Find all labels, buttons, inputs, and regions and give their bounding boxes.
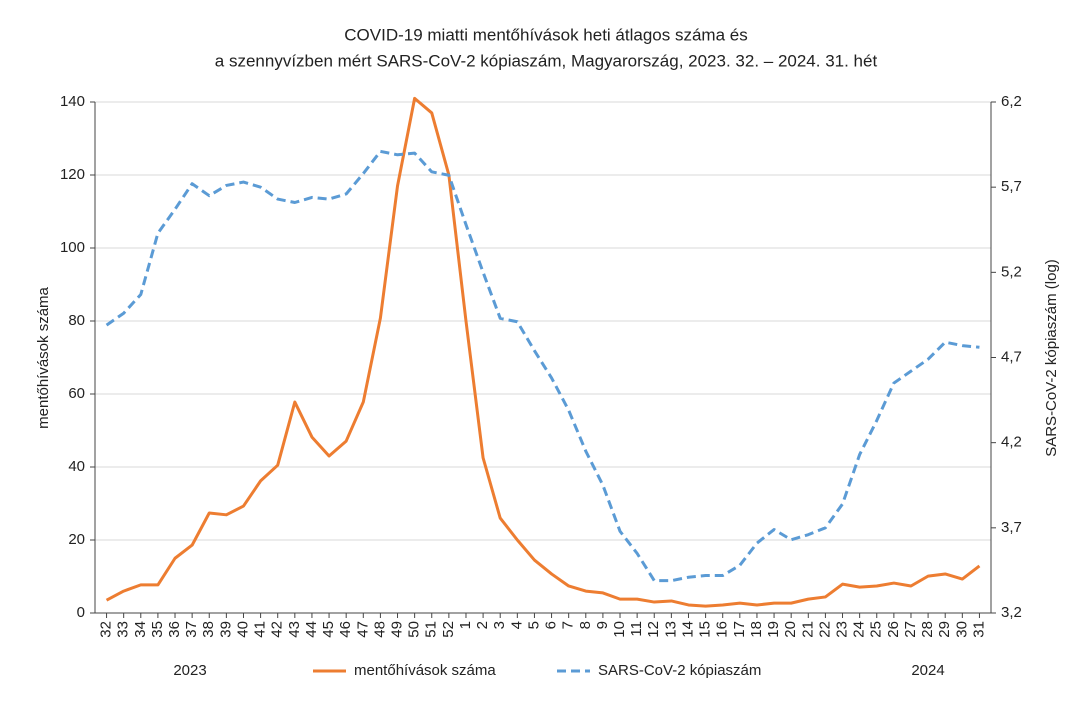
y2-tick-label: 3,7 bbox=[1001, 519, 1022, 536]
y2-tick-label: 4,2 bbox=[1001, 434, 1022, 451]
y-tick-label: 80 bbox=[68, 312, 85, 329]
x-tick-label: 36 bbox=[166, 621, 183, 638]
y-tick-label: 140 bbox=[60, 93, 85, 110]
x-tick-label: 4 bbox=[508, 621, 525, 629]
x-tick-label: 28 bbox=[919, 621, 936, 638]
x-tick-label: 11 bbox=[628, 621, 645, 637]
x-tick-label: 51 bbox=[423, 621, 440, 638]
x-tick-label: 7 bbox=[560, 621, 577, 629]
y2-tick-label: 5,7 bbox=[1001, 178, 1022, 195]
x-tick-label: 43 bbox=[286, 621, 303, 638]
x-tick-label: 6 bbox=[543, 621, 560, 629]
x-tick-label: 40 bbox=[234, 621, 251, 638]
x-tick-label: 2 bbox=[474, 621, 491, 629]
x-tick-label: 20 bbox=[782, 621, 799, 638]
x-tick-label: 42 bbox=[269, 621, 286, 638]
y-tick-label: 60 bbox=[68, 385, 85, 402]
x-tick-label: 16 bbox=[714, 621, 731, 638]
year-label: 2024 bbox=[911, 662, 944, 679]
x-tick-label: 1 bbox=[457, 621, 474, 629]
x-tick-label: 23 bbox=[833, 621, 850, 638]
y2-tick-label: 4,7 bbox=[1001, 348, 1022, 365]
y2-tick-label: 5,2 bbox=[1001, 263, 1022, 280]
x-tick-label: 8 bbox=[577, 621, 594, 629]
x-tick-label: 34 bbox=[132, 621, 149, 638]
x-tick-label: 44 bbox=[303, 621, 320, 638]
y-tick-label: 120 bbox=[60, 166, 85, 183]
x-tick-label: 45 bbox=[320, 621, 337, 638]
x-tick-label: 17 bbox=[731, 621, 748, 638]
x-tick-label: 26 bbox=[885, 621, 902, 638]
x-tick-label: 22 bbox=[816, 621, 833, 638]
x-tick-label: 32 bbox=[98, 621, 115, 638]
series-line bbox=[105, 149, 980, 583]
x-tick-label: 52 bbox=[440, 621, 457, 638]
x-tick-label: 13 bbox=[662, 621, 679, 638]
x-tick-label: 31 bbox=[970, 621, 987, 638]
x-tick-label: 37 bbox=[183, 621, 200, 638]
y-axis-label: mentőhívások száma bbox=[35, 286, 52, 428]
legend-label: mentőhívások száma bbox=[354, 662, 496, 679]
y-tick-label: 40 bbox=[68, 458, 85, 475]
y2-tick-label: 6,2 bbox=[1001, 93, 1022, 110]
x-tick-label: 3 bbox=[491, 621, 508, 629]
x-tick-label: 39 bbox=[217, 621, 234, 638]
series-line bbox=[105, 96, 981, 608]
x-tick-label: 12 bbox=[645, 621, 662, 638]
x-tick-label: 30 bbox=[953, 621, 970, 638]
x-tick-label: 46 bbox=[337, 621, 354, 638]
x-tick-label: 18 bbox=[748, 621, 765, 638]
x-tick-label: 10 bbox=[611, 621, 628, 638]
x-tick-label: 29 bbox=[936, 621, 953, 638]
x-tick-label: 48 bbox=[371, 621, 388, 638]
year-label: 2023 bbox=[173, 662, 206, 679]
legend-label: SARS-CoV-2 kópiaszám bbox=[598, 662, 761, 679]
x-tick-label: 41 bbox=[252, 621, 269, 638]
y2-tick-label: 3,2 bbox=[1001, 604, 1022, 621]
x-tick-label: 21 bbox=[799, 621, 816, 638]
x-tick-label: 33 bbox=[115, 621, 132, 638]
x-tick-label: 24 bbox=[851, 621, 868, 638]
x-tick-label: 15 bbox=[697, 621, 714, 638]
x-tick-label: 27 bbox=[902, 621, 919, 638]
x-tick-label: 5 bbox=[525, 621, 542, 629]
x-tick-label: 14 bbox=[679, 621, 696, 638]
x-tick-label: 38 bbox=[200, 621, 217, 638]
x-tick-label: 9 bbox=[594, 621, 611, 629]
y-tick-label: 100 bbox=[60, 239, 85, 256]
x-tick-label: 47 bbox=[354, 621, 371, 638]
chart-title: COVID-19 miatti mentőhívások heti átlago… bbox=[344, 25, 747, 44]
x-tick-label: 25 bbox=[868, 621, 885, 638]
y2-axis-label: SARS-CoV-2 kópiaszám (log) bbox=[1043, 259, 1060, 457]
x-tick-label: 50 bbox=[406, 621, 423, 638]
x-tick-label: 19 bbox=[765, 621, 782, 638]
y-tick-label: 0 bbox=[77, 604, 85, 621]
y-tick-label: 20 bbox=[68, 531, 85, 548]
chart-title: a szennyvízben mért SARS-CoV-2 kópiaszám… bbox=[215, 51, 878, 70]
x-tick-label: 35 bbox=[149, 621, 166, 638]
x-tick-label: 49 bbox=[388, 621, 405, 638]
